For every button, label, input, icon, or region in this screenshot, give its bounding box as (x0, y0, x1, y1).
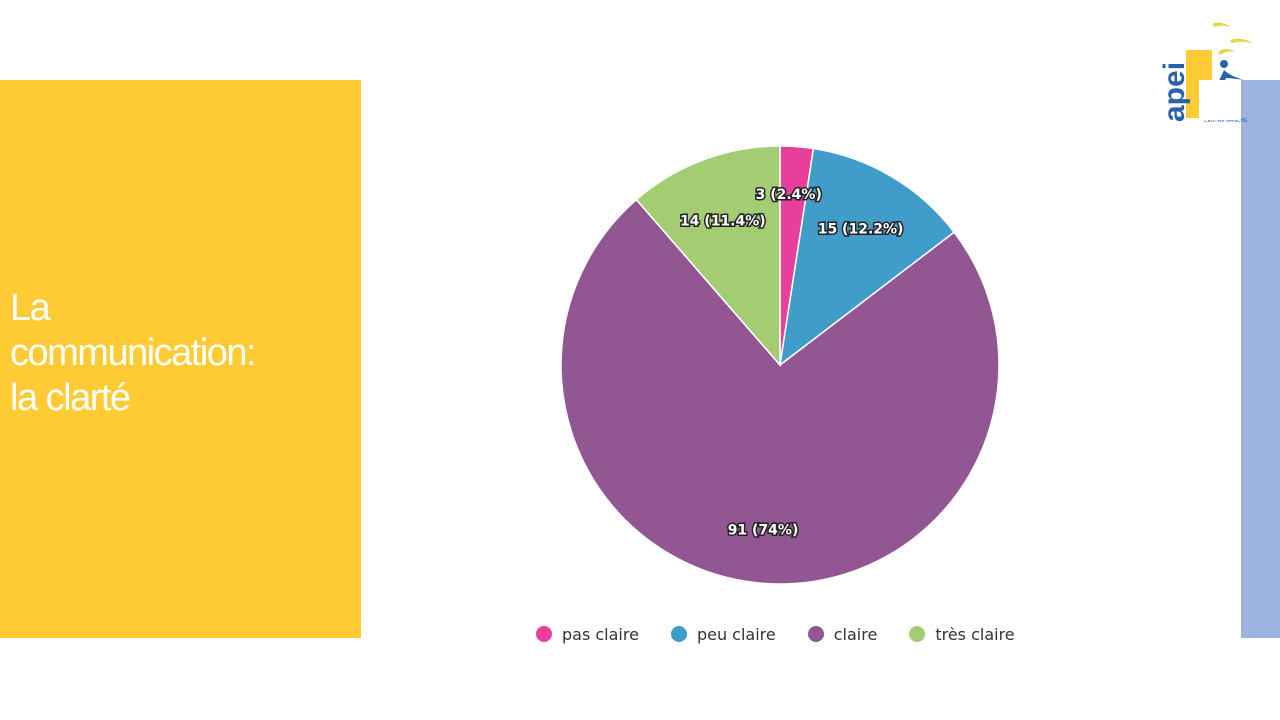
pie-data-label: 14 (11.4%) (680, 213, 766, 229)
legend-swatch (670, 626, 687, 642)
legend-item[interactable]: peu claire (670, 624, 776, 644)
chart-legend: pas claire peu claire claire très claire (536, 622, 1015, 646)
pie-data-label: 3 (2.4%) (756, 187, 822, 203)
pie-chart: 3 (2.4%) 15 (12.2%) 91 (74%) 14 (11.4%) (560, 145, 1000, 585)
legend-swatch (807, 626, 824, 642)
legend-swatch (536, 626, 552, 642)
slide-title-line-3: la clarté (10, 377, 131, 419)
title-panel (0, 80, 361, 638)
legend-item[interactable]: pas claire (536, 625, 639, 644)
right-accent-strip (1241, 80, 1280, 638)
legend-label: claire (833, 624, 878, 644)
logo-wordmark: apei (1158, 62, 1191, 122)
slide-title-line-2: communication: (10, 332, 257, 374)
legend-item[interactable]: très claire (909, 624, 1015, 644)
slide-title-line-1: La (10, 287, 51, 329)
legend-label: pas claire (562, 624, 639, 644)
pie-slice-tres-claire (635, 145, 781, 368)
legend-label: très claire (935, 624, 1015, 644)
logo-backdrop (1199, 80, 1241, 120)
pie-slice-peu-claire (778, 147, 956, 367)
slide-title: La communication: la clarté (10, 286, 350, 421)
legend-swatch (909, 626, 926, 642)
legend-label: peu claire (696, 624, 776, 644)
pie-slice-claire (560, 198, 1000, 585)
pie-data-label: 91 (74%) (728, 523, 799, 539)
legend-item[interactable]: claire (807, 624, 878, 644)
logo-subtitle: CENTRE MANCHE (1204, 118, 1248, 124)
pie-data-label: 15 (12.2%) (818, 221, 904, 237)
